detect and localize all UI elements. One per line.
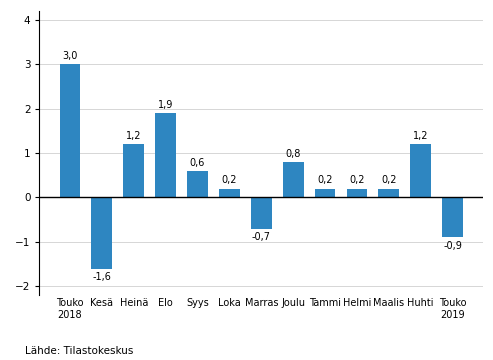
Text: 0,2: 0,2 — [222, 175, 237, 185]
Text: -0,9: -0,9 — [443, 240, 462, 251]
Text: 0,2: 0,2 — [349, 175, 365, 185]
Bar — [219, 189, 240, 197]
Bar — [283, 162, 304, 197]
Bar — [347, 189, 367, 197]
Text: 1,2: 1,2 — [126, 131, 141, 141]
Text: 1,2: 1,2 — [413, 131, 428, 141]
Text: 0,8: 0,8 — [285, 149, 301, 159]
Bar — [123, 144, 144, 197]
Text: 3,0: 3,0 — [62, 51, 78, 61]
Text: -0,7: -0,7 — [252, 231, 271, 242]
Bar — [251, 197, 272, 229]
Bar — [315, 189, 335, 197]
Bar — [442, 197, 463, 238]
Bar — [60, 64, 80, 197]
Bar — [410, 144, 431, 197]
Text: -1,6: -1,6 — [92, 272, 111, 282]
Text: 0,6: 0,6 — [190, 158, 205, 168]
Bar — [155, 113, 176, 197]
Text: Lähde: Tilastokeskus: Lähde: Tilastokeskus — [25, 346, 133, 356]
Bar — [379, 189, 399, 197]
Bar — [187, 171, 208, 197]
Text: 0,2: 0,2 — [381, 175, 396, 185]
Bar — [92, 197, 112, 269]
Text: 1,9: 1,9 — [158, 100, 174, 110]
Text: 0,2: 0,2 — [317, 175, 333, 185]
